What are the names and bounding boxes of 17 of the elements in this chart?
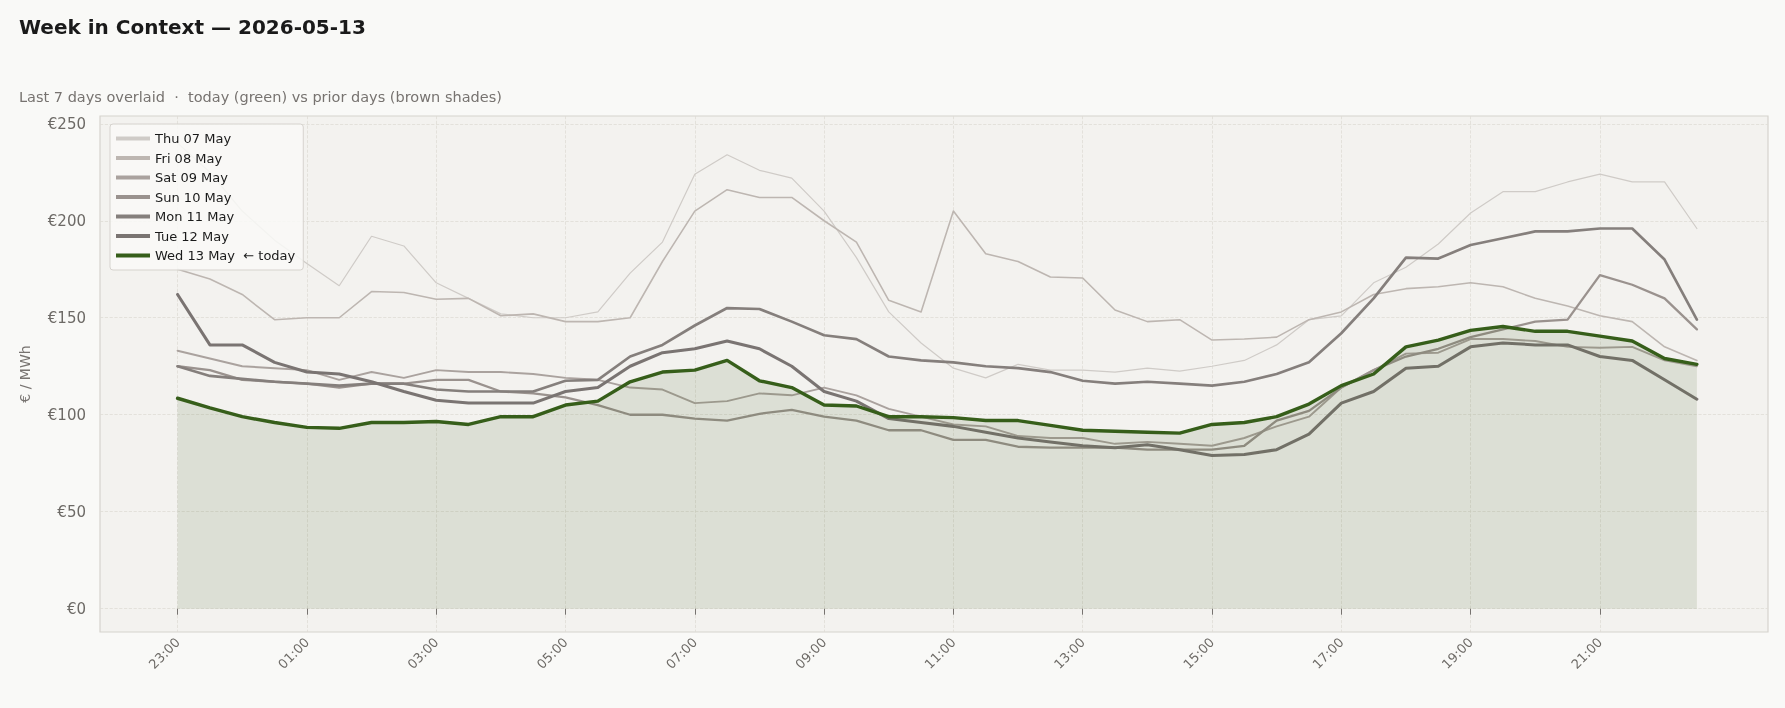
chart-subtitle: Last 7 days overlaid · today (green) vs prior days (brown shades) [19,88,502,105]
y-tick-label: €0 [66,599,86,618]
y-tick-label: €150 [47,308,86,327]
y-tick-label: €250 [47,114,86,133]
legend-label: Tue 12 May [154,228,230,244]
legend-label: Wed 13 May ← today [155,248,296,263]
y-tick-label: €50 [57,502,86,521]
legend-label: Fri 08 May [155,150,223,166]
legend-label: Sat 09 May [155,170,229,185]
line-series [176,338,1698,447]
y-tick-label: €200 [47,211,86,230]
chart-title: Week in Context — 2026-05-13 [19,15,366,39]
y-axis-title: € / MWh [17,345,33,403]
legend-label: Mon 11 May [155,209,235,224]
y-tick-label: €100 [47,405,86,424]
legend-label: Thu 07 May [154,131,232,146]
legend-label: Sun 10 May [155,189,232,205]
